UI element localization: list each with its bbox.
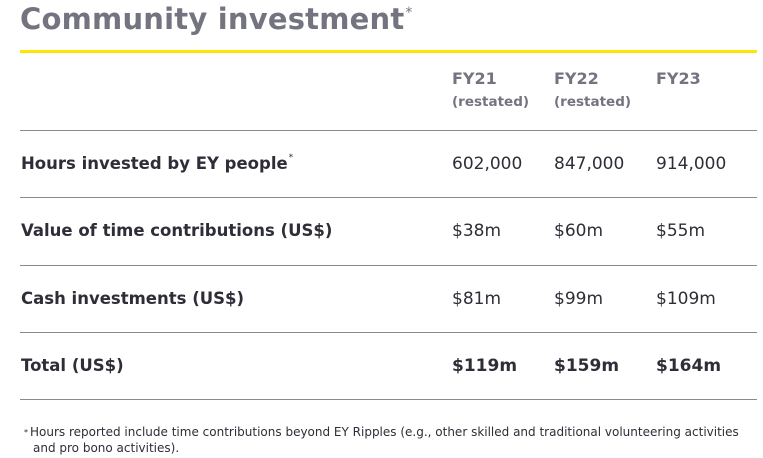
row-divider (20, 265, 757, 266)
row-label-hours: Hours invested by EY people* (21, 153, 294, 173)
table-cell: $81m (452, 289, 502, 309)
footnote-mark: * (24, 428, 28, 437)
table-cell-total: $164m (656, 356, 722, 376)
row-label-text: Hours invested by EY people (21, 154, 288, 173)
row-divider (20, 332, 757, 333)
table-cell: $38m (452, 221, 502, 241)
column-year: FY22 (554, 69, 599, 88)
column-year: FY21 (452, 69, 497, 88)
title-footnote-mark: * (405, 5, 413, 21)
header-divider (20, 130, 757, 131)
column-note: (restated) (554, 94, 632, 110)
table-cell: $60m (554, 221, 604, 241)
column-year: FY23 (656, 69, 701, 88)
row-label-cash-investments: Cash investments (US$) (21, 289, 245, 308)
table-cell-total: $119m (452, 356, 518, 376)
column-header-fy22: FY22 (restated) (554, 69, 631, 111)
row-label-total: Total (US$) (21, 356, 124, 375)
table-cell: $55m (656, 221, 706, 241)
column-header-fy21: FY21 (restated) (452, 69, 529, 111)
table-cell: $99m (554, 289, 604, 309)
page-title: Community investment* (20, 2, 413, 36)
title-text: Community investment (20, 2, 405, 36)
footnote-line-2: and pro bono activities). (33, 441, 180, 455)
table-cell: 602,000 (452, 154, 523, 174)
table-bottom-divider (20, 399, 757, 400)
row-divider (20, 197, 757, 198)
footnote: * Hours reported include time contributio… (24, 424, 744, 456)
title-accent-rule (20, 50, 757, 53)
table-cell: 914,000 (656, 154, 727, 174)
table-cell: 847,000 (554, 154, 625, 174)
table-cell-total: $159m (554, 356, 620, 376)
row-label-time-contributions: Value of time contributions (US$) (21, 221, 333, 240)
column-header-fy23: FY23 (656, 69, 701, 93)
row-footnote-mark: * (288, 153, 294, 163)
table-cell: $109m (656, 289, 716, 309)
footnote-line-1: Hours reported include time contribution… (30, 425, 739, 439)
column-note: (restated) (452, 94, 530, 110)
